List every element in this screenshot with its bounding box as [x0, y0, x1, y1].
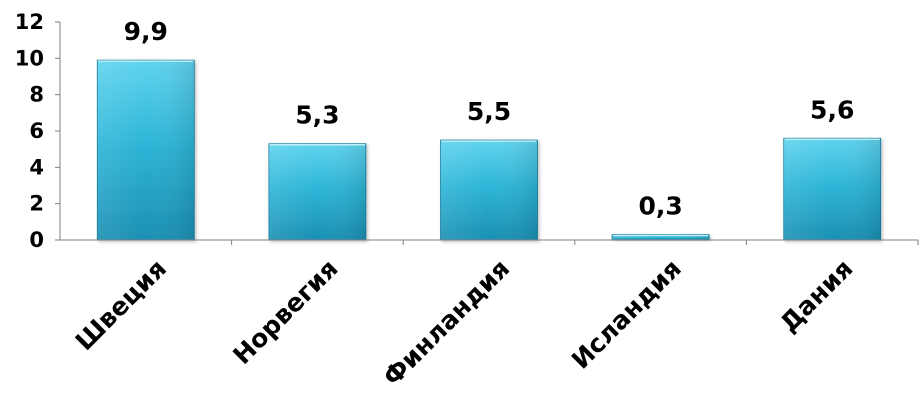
bar-shine — [440, 140, 538, 240]
data-label: 5,5 — [467, 97, 511, 126]
data-label: 0,3 — [638, 192, 682, 221]
x-category-label: Дания — [774, 254, 858, 338]
y-tick-label: 8 — [29, 83, 44, 107]
y-tick-label: 12 — [15, 10, 44, 34]
x-category-label: Исландия — [566, 254, 687, 375]
x-axis: Швеция Норвегия Финландия Исландия Дания — [60, 239, 919, 392]
x-category-label: Швеция — [70, 254, 172, 356]
data-label: 5,6 — [810, 95, 854, 124]
data-label: 9,9 — [124, 17, 168, 46]
bars: 9,9 5,3 5,5 0,3 5,6 — [96, 17, 882, 241]
y-tick-label: 10 — [15, 46, 44, 70]
x-category-label: Норвегия — [227, 254, 343, 370]
bar-shine — [612, 234, 710, 240]
y-tick-label: 4 — [29, 155, 44, 179]
y-tick-label: 0 — [29, 228, 44, 252]
bar-shine — [97, 60, 195, 241]
y-axis: 0 2 4 6 8 10 12 — [15, 10, 61, 252]
data-label: 5,3 — [295, 101, 339, 130]
x-category-label: Финландия — [378, 254, 516, 392]
bar-shine — [268, 143, 366, 240]
bar-shine — [783, 138, 881, 240]
y-tick-label: 2 — [29, 192, 44, 216]
y-tick-label: 6 — [29, 119, 44, 143]
